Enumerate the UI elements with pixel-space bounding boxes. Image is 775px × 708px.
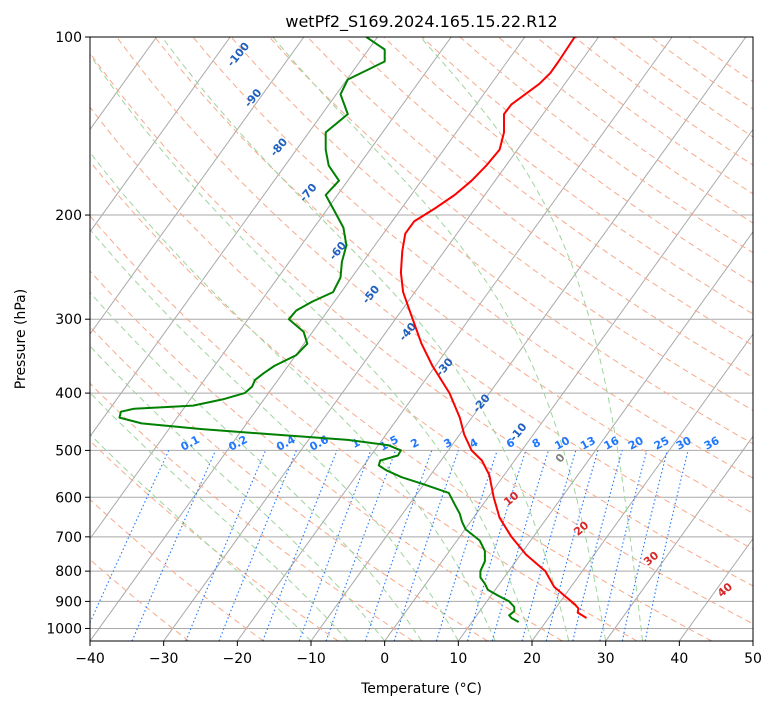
y-tick-label: 700 (55, 530, 82, 546)
mixing-ratio-label: 10 (552, 434, 572, 453)
mixing-ratio-label: 30 (674, 434, 694, 453)
x-tick-label: −10 (296, 651, 326, 667)
mixing-ratio-line (262, 450, 338, 641)
y-axis-label: Pressure (hPa) (13, 289, 29, 389)
y-tick-label: 600 (55, 490, 82, 506)
x-axis-label: Temperature (°C) (360, 681, 482, 697)
mixing-ratio-label: 36 (702, 434, 722, 453)
y-tick-label: 900 (55, 594, 82, 610)
y-tick-label: 100 (55, 30, 82, 46)
x-tick-label: −40 (75, 651, 105, 667)
y-tick-label: 300 (55, 312, 82, 328)
temperature-profile-line (399, 37, 588, 619)
x-tick-label: 30 (597, 651, 615, 667)
isotherm-line (163, 37, 599, 641)
moist-adiabat-line (90, 53, 533, 641)
mixing-ratio-line (131, 450, 217, 641)
dry-adiabat-line (268, 37, 753, 411)
dry-adiabat-line (90, 106, 753, 625)
isotherm-line (0, 37, 9, 641)
mixing-ratio-label: 20 (626, 434, 646, 453)
moist-adiabat-line (161, 37, 570, 641)
x-tick-label: 20 (523, 651, 541, 667)
moist-adiabat-line (272, 37, 607, 641)
mixing-ratio-line (466, 450, 527, 641)
mixing-ratio-line (298, 450, 372, 641)
isotherm-line (605, 435, 753, 641)
dry-adiabat-line (90, 215, 638, 641)
moist-adiabat-line (90, 291, 422, 641)
dry-adiabat-line (116, 37, 753, 550)
mixing-ratio-line (545, 450, 599, 641)
isotherm-line (90, 37, 305, 335)
y-tick-label: 200 (55, 208, 82, 224)
dry-adiabat-line (90, 326, 488, 641)
dry-adiabat-line (497, 37, 753, 224)
mixing-ratio-line (491, 450, 550, 641)
x-tick-label: −30 (149, 651, 179, 667)
isotherm-line (236, 37, 673, 641)
dry-adiabat-line (230, 37, 753, 445)
x-tick-label: −20 (223, 651, 253, 667)
dry-adiabat-line (90, 498, 264, 641)
dewpoint-profile-line (118, 37, 520, 623)
isotherm-line (531, 333, 753, 641)
dry-adiabat-line (459, 37, 753, 254)
dry-adiabat-line (307, 37, 753, 379)
moist-adiabat-line (90, 228, 459, 641)
moist-adiabat-line (90, 151, 496, 641)
mixing-ratio-label: 13 (578, 434, 598, 453)
x-tick-label: 50 (744, 651, 762, 667)
isotherm-line (90, 37, 231, 233)
dry-adiabat-line (90, 160, 712, 641)
mixing-ratio-line (393, 450, 459, 641)
isotherm-line (457, 230, 753, 641)
mixing-ratio-line (218, 450, 297, 641)
x-tick-label: 40 (670, 651, 688, 667)
y-tick-label: 1000 (46, 621, 82, 637)
plot-background (90, 37, 753, 641)
mixing-ratio-label: 25 (652, 434, 672, 453)
dry-adiabat-line (192, 37, 753, 479)
isotherm-line (678, 537, 753, 641)
isotherm-line (90, 37, 452, 540)
isotherm-line (90, 37, 526, 641)
mixing-ratio-line (521, 450, 577, 641)
mixing-ratio-line (325, 450, 397, 641)
moist-adiabat-line (90, 391, 349, 641)
y-tick-label: 500 (55, 443, 82, 459)
isotherm-line (384, 128, 753, 641)
isotherm-line (90, 37, 378, 438)
moist-adiabat-line (90, 345, 386, 641)
dry-adiabat-line (536, 37, 753, 195)
x-tick-label: 0 (380, 651, 389, 667)
dry-adiabat-line (345, 37, 753, 346)
mixing-ratio-line (572, 450, 623, 641)
dry-adiabat-line (154, 37, 753, 514)
mixing-ratio-line (364, 450, 433, 641)
mixing-ratio-line (599, 450, 648, 641)
moist-adiabat-line (90, 433, 312, 641)
x-tick-label: 10 (449, 651, 467, 667)
plot-frame (89, 36, 754, 642)
dry-adiabat-line (90, 382, 414, 641)
isotherm-line (752, 640, 753, 641)
y-tick-label: 400 (55, 386, 82, 402)
dry-adiabat-line (90, 52, 753, 587)
mixing-ratio-line (435, 450, 498, 641)
dry-adiabat-line (574, 37, 753, 166)
chart-title: wetPf2_S169.2024.165.15.22.R12 (285, 12, 557, 32)
moist-adiabat-line (420, 37, 643, 641)
y-tick-label: 800 (55, 564, 82, 580)
mixing-ratio-label: 16 (602, 434, 622, 453)
mixing-ratio-line (185, 450, 267, 641)
